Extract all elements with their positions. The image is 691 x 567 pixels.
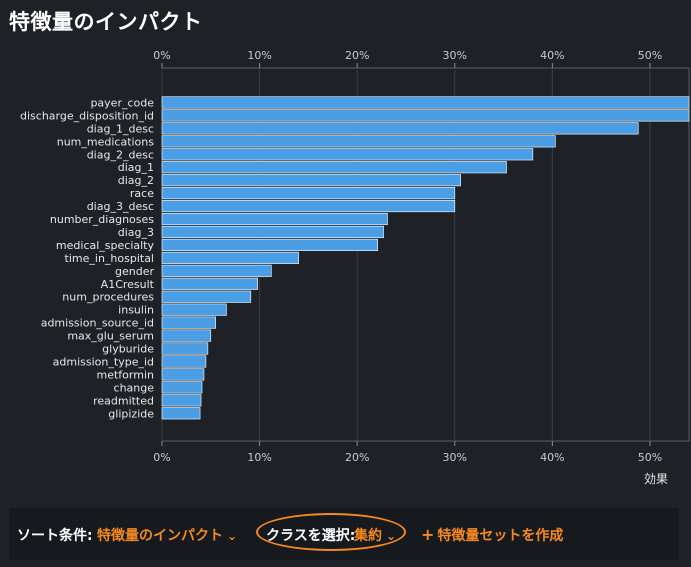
x-tick-label-bottom: 40% <box>540 451 564 464</box>
chevron-down-icon: ⌄ <box>386 529 397 543</box>
x-tick-label-bottom: 0% <box>153 451 170 464</box>
feature-impact-chart: 0% 0% 10% 10% 20% 20% 30% 30% 40% 40% 50% 50% payer_… <box>20 49 690 486</box>
category-label: diag_3 <box>118 226 154 239</box>
class-select-value: 集約 <box>354 528 382 544</box>
bar <box>161 174 461 187</box>
category-label: medical_specialty <box>56 239 155 252</box>
bar <box>161 96 690 109</box>
x-tick-label-top: 40% <box>540 49 564 62</box>
category-label: number_diagnoses <box>50 213 154 226</box>
category-label: diag_2 <box>118 174 154 187</box>
x-tick-label-bottom: 20% <box>345 451 369 464</box>
bar <box>161 212 388 226</box>
class-select-dropdown[interactable]: 集約 ⌄ <box>354 525 396 545</box>
bar <box>161 342 209 355</box>
bar <box>161 187 456 200</box>
bar <box>161 122 639 135</box>
bar <box>161 238 378 251</box>
x-tick-label-bottom: 30% <box>443 451 467 464</box>
category-label: race <box>130 187 154 200</box>
sort-label: ソート条件: <box>17 528 93 544</box>
bar <box>161 290 252 303</box>
plus-icon: + <box>421 525 435 544</box>
create-feature-set-button[interactable]: + 特徴量セットを作成 <box>421 525 563 545</box>
category-label: max_glu_serum <box>67 330 154 343</box>
sort-value: 特徴量のインパクト <box>97 528 223 544</box>
chevron-down-icon: ⌄ <box>227 529 238 543</box>
page-title: 特徴量のインパクト <box>9 10 203 34</box>
category-label: gender <box>115 265 154 278</box>
category-label: payer_code <box>90 96 154 109</box>
sort-dropdown[interactable]: 特徴量のインパクト ⌄ <box>97 525 237 545</box>
category-label: diag_2_desc <box>87 148 154 161</box>
category-label: glyburide <box>102 343 154 356</box>
bar <box>161 225 384 239</box>
bar <box>161 109 690 122</box>
category-label: A1Cresult <box>101 278 155 291</box>
category-label: change <box>114 381 155 394</box>
bar <box>161 368 205 381</box>
category-label: glipizide <box>108 407 154 420</box>
bar <box>161 303 227 316</box>
class-select-label: クラスを選択: <box>266 528 356 544</box>
category-label: num_procedures <box>62 291 154 304</box>
bar <box>161 329 212 342</box>
bar <box>161 381 203 394</box>
category-label: admission_type_id <box>53 355 154 368</box>
category-label: discharge_disposition_id <box>20 109 154 122</box>
x-tick-label-top: 50% <box>638 49 662 62</box>
bar <box>161 251 299 264</box>
x-tick-label-top: 0% <box>153 49 170 62</box>
bar <box>161 277 258 290</box>
bar <box>161 148 534 161</box>
category-label: insulin <box>118 304 154 317</box>
category-label: diag_1 <box>118 161 154 174</box>
bar <box>161 394 202 407</box>
category-label: diag_1_desc <box>87 122 154 135</box>
x-tick-label-bottom: 10% <box>247 451 271 464</box>
bar <box>161 161 507 174</box>
category-label: readmitted <box>93 394 154 407</box>
footer-toolbar: ソート条件: 特徴量のインパクト ⌄ クラスを選択: 集約 ⌄ + 特徴量セットを作成 <box>9 508 679 560</box>
x-axis-label: 効果 <box>644 471 668 486</box>
x-tick-label-bottom: 50% <box>638 451 662 464</box>
bar <box>161 355 207 368</box>
bar <box>161 264 272 277</box>
class-select-highlight <box>256 513 406 551</box>
category-label: admission_source_id <box>41 317 154 330</box>
x-tick-label-top: 10% <box>247 49 271 62</box>
x-tick-label-top: 30% <box>443 49 467 62</box>
bar <box>161 407 201 420</box>
category-label: num_medications <box>57 135 155 148</box>
category-label: time_in_hospital <box>65 252 154 265</box>
create-feature-set-label: 特徴量セットを作成 <box>437 528 564 544</box>
bar <box>161 200 456 213</box>
bar <box>161 316 216 329</box>
category-label: metformin <box>97 368 154 381</box>
x-tick-label-top: 20% <box>345 49 369 62</box>
category-label: diag_3_desc <box>87 200 154 213</box>
bar <box>161 135 556 148</box>
